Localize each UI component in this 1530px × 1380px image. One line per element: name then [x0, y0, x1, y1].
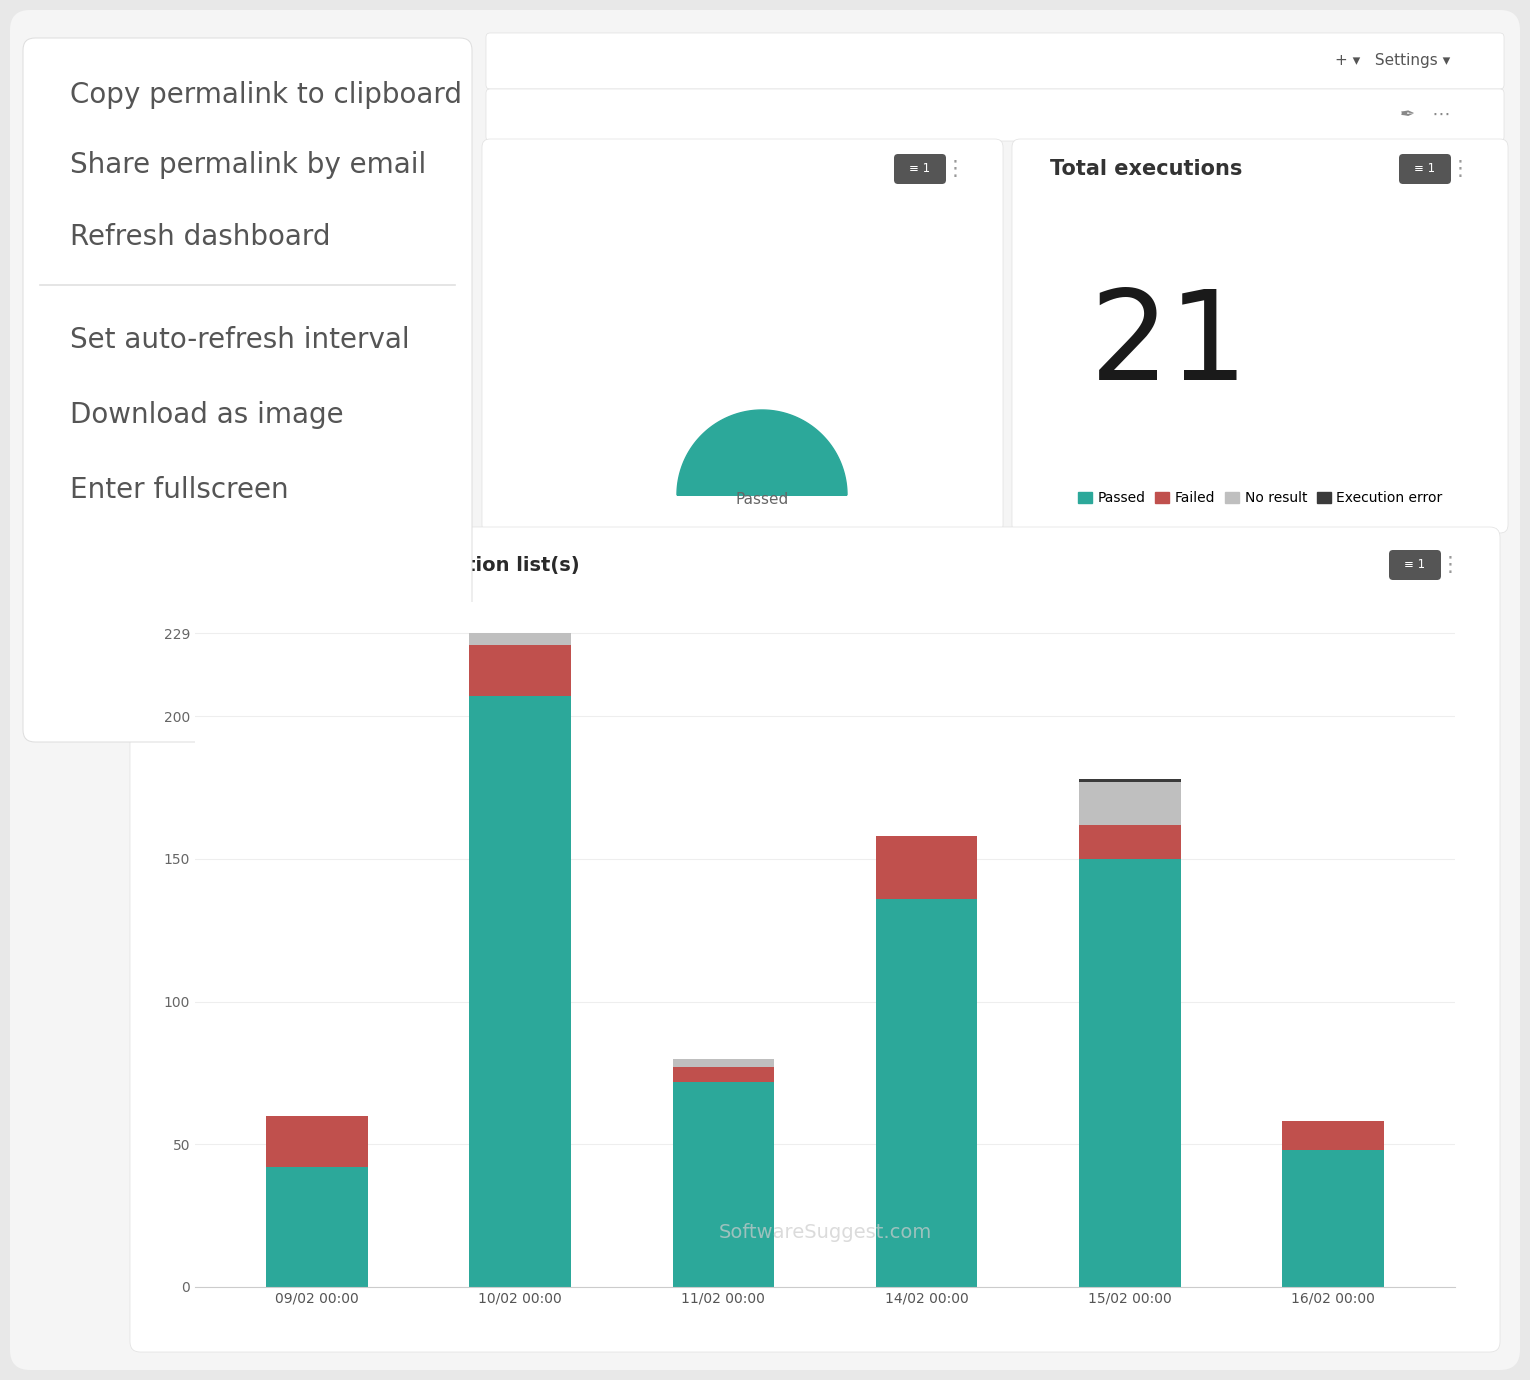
- Text: Refresh dashboard: Refresh dashboard: [70, 224, 330, 251]
- Text: ≡ 1: ≡ 1: [1405, 559, 1426, 571]
- FancyBboxPatch shape: [130, 527, 1499, 1352]
- Bar: [1079, 858, 1181, 1288]
- FancyBboxPatch shape: [23, 39, 471, 742]
- Bar: [673, 1067, 774, 1082]
- Bar: [470, 633, 571, 644]
- Bar: [470, 696, 571, 1288]
- Bar: [673, 1058, 774, 1067]
- FancyBboxPatch shape: [11, 10, 1519, 1370]
- Bar: [470, 644, 571, 696]
- Text: Execution results of execution list(s): Execution results of execution list(s): [174, 556, 580, 574]
- Text: Share permalink by email: Share permalink by email: [70, 150, 427, 179]
- Bar: [875, 836, 978, 898]
- Text: + ▾   Settings ▾: + ▾ Settings ▾: [1334, 54, 1450, 69]
- FancyBboxPatch shape: [487, 33, 1504, 88]
- Text: Download as image: Download as image: [70, 402, 344, 429]
- FancyBboxPatch shape: [1011, 139, 1509, 533]
- Bar: [1079, 782, 1181, 825]
- Text: SoftwareSuggest.com: SoftwareSuggest.com: [719, 1223, 932, 1242]
- Text: Total executions: Total executions: [1050, 159, 1242, 179]
- Text: Set auto-refresh interval: Set auto-refresh interval: [70, 326, 410, 355]
- Text: ≡ 1: ≡ 1: [909, 163, 930, 175]
- Bar: [266, 1116, 367, 1167]
- Text: ✒   ⋯: ✒ ⋯: [1400, 106, 1450, 124]
- Bar: [1282, 1122, 1383, 1150]
- Bar: [1079, 778, 1181, 782]
- Text: Enter fullscreen: Enter fullscreen: [70, 476, 289, 504]
- FancyBboxPatch shape: [482, 139, 1004, 533]
- FancyBboxPatch shape: [1389, 551, 1441, 580]
- Bar: [266, 1167, 367, 1288]
- FancyBboxPatch shape: [1398, 155, 1450, 184]
- Bar: [1079, 825, 1181, 858]
- Bar: [1282, 1150, 1383, 1288]
- FancyBboxPatch shape: [487, 88, 1504, 141]
- Text: Copy permalink to clipboard: Copy permalink to clipboard: [70, 81, 462, 109]
- Legend: Passed, Failed, No result, Execution error: Passed, Failed, No result, Execution err…: [1073, 486, 1447, 511]
- Bar: [875, 898, 978, 1288]
- Text: ⋮: ⋮: [944, 159, 965, 179]
- Text: Passed: Passed: [736, 493, 788, 506]
- Polygon shape: [676, 410, 848, 495]
- Text: ⋮: ⋮: [1440, 555, 1461, 575]
- Text: ⋮: ⋮: [1449, 159, 1470, 179]
- Text: 21: 21: [1089, 286, 1248, 407]
- FancyBboxPatch shape: [894, 155, 946, 184]
- Bar: [673, 1082, 774, 1288]
- Text: ≡ 1: ≡ 1: [1414, 163, 1435, 175]
